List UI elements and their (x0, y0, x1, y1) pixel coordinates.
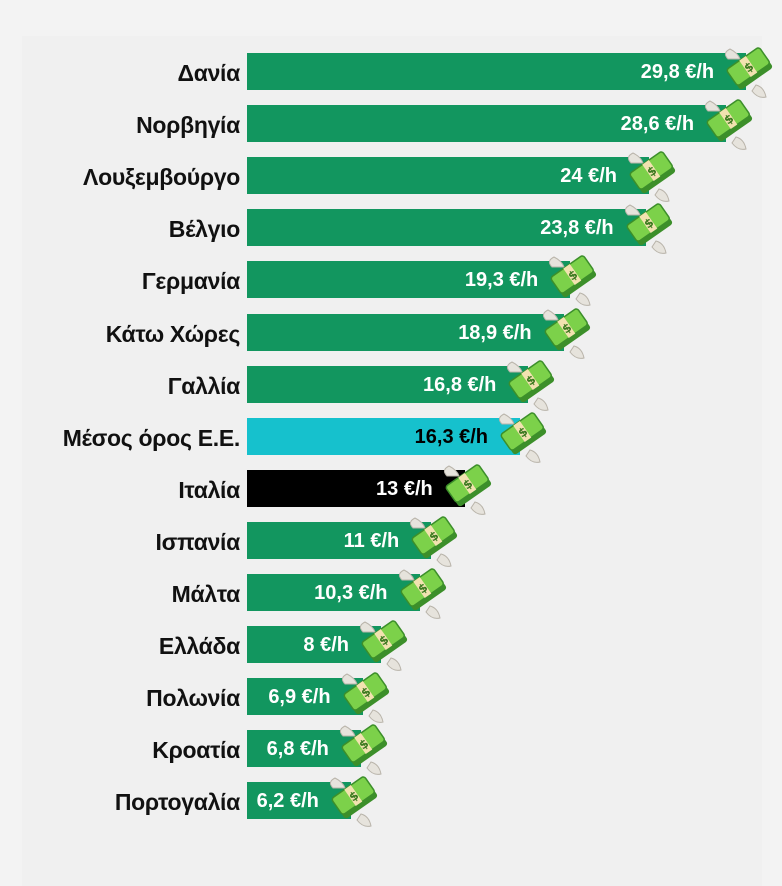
bar (247, 53, 747, 90)
bar (247, 417, 521, 455)
bar-row: Δανία 29,8 €/h $ (0, 47, 782, 98)
bar-row: Λουξεμβούργο 24 €/h $ (0, 151, 782, 203)
bar (247, 105, 727, 143)
value-label: 16,8 €/h (423, 373, 497, 396)
category-label: Νορβηγία (136, 112, 240, 139)
category-label: Πορτογαλία (114, 789, 240, 816)
money-with-wings-icon: $ (335, 716, 395, 778)
money-with-wings-icon: $ (544, 247, 604, 309)
category-label: Ιταλία (178, 476, 240, 503)
bar-row: Πορτογαλία 6,2 €/h $ (0, 776, 782, 828)
category-label: Κροατία (152, 737, 240, 764)
money-with-wings-icon: $ (700, 91, 760, 153)
bar (247, 574, 420, 611)
bar-row: Βέλγιο 23,8 €/h $ (0, 203, 782, 255)
bar (247, 157, 649, 195)
category-label: Ελλάδα (158, 633, 240, 660)
money-with-wings-icon: $ (405, 508, 465, 570)
category-label: Μέσος όρος Ε.Ε. (62, 424, 241, 451)
category-label: Πολωνία (146, 685, 240, 712)
value-label: 13 €/h (376, 477, 433, 500)
bar (247, 313, 564, 351)
money-with-wings-icon: $ (439, 456, 499, 518)
category-label: Ισπανία (155, 528, 241, 555)
value-label: 10,3 €/h (314, 582, 388, 604)
value-label: 6,2 €/h (256, 790, 319, 813)
value-label: 29,8 €/h (640, 61, 715, 83)
money-with-wings-icon: $ (502, 352, 562, 414)
value-label: 19,3 €/h (464, 269, 539, 292)
bar-row: Κάτω Χώρες 18,9 €/h $ (0, 307, 782, 359)
money-with-wings-icon: $ (720, 39, 780, 101)
bar-row: Μέσος όρος Ε.Ε. 16,3 €/h $ (0, 411, 782, 463)
bar (247, 469, 465, 507)
value-label: 24 €/h (560, 165, 617, 188)
bar-row: Κροατία 6,8 €/h $ (0, 724, 782, 776)
money-with-wings-icon: $ (620, 195, 680, 257)
bar-row: Μάλτα 10,3 €/h $ (0, 568, 782, 619)
value-label: 8 €/h (303, 634, 349, 657)
value-label: 18,9 €/h (458, 321, 532, 344)
bar-row: Γερμανία 19,3 €/h $ (0, 255, 782, 307)
category-label: Μάλτα (171, 581, 241, 607)
bar (247, 261, 571, 299)
bar-row: Γαλλία 16,8 €/h $ (0, 359, 782, 411)
bar (247, 209, 646, 247)
category-label: Κάτω Χώρες (105, 320, 241, 347)
value-label: 11 €/h (343, 529, 400, 552)
value-label: 6,8 €/h (266, 738, 329, 761)
category-label: Βέλγιο (168, 216, 241, 243)
bar (247, 626, 381, 664)
value-label: 23,8 €/h (540, 217, 614, 240)
money-with-wings-icon: $ (355, 612, 415, 674)
bar-row: Ισπανία 11 €/h $ (0, 516, 782, 567)
money-with-wings-icon: $ (494, 404, 554, 466)
bar-row: Ιταλία 13 €/h $ (0, 464, 782, 515)
bar-row: Πολωνία 6,9 €/h $ (0, 672, 782, 724)
bar (247, 365, 529, 403)
category-label: Λουξεμβούργο (83, 164, 240, 191)
category-label: Γαλλία (167, 372, 241, 399)
category-label: Γερμανία (141, 268, 240, 295)
category-label: Δανία (177, 60, 241, 86)
money-with-wings-icon: $ (337, 664, 397, 726)
money-with-wings-icon: $ (538, 300, 598, 362)
bar (247, 521, 432, 559)
value-label: 16,3 €/h (414, 425, 489, 448)
money-with-wings-icon: $ (394, 560, 454, 622)
bar-row: Ελλάδα 8 €/h $ (0, 620, 782, 671)
value-label: 28,6 €/h (620, 113, 695, 136)
money-with-wings-icon: $ (623, 143, 683, 205)
value-label: 6,9 €/h (268, 686, 331, 709)
money-with-wings-icon: $ (325, 768, 385, 830)
bar-row: Νορβηγία 28,6 €/h $ (0, 99, 782, 150)
